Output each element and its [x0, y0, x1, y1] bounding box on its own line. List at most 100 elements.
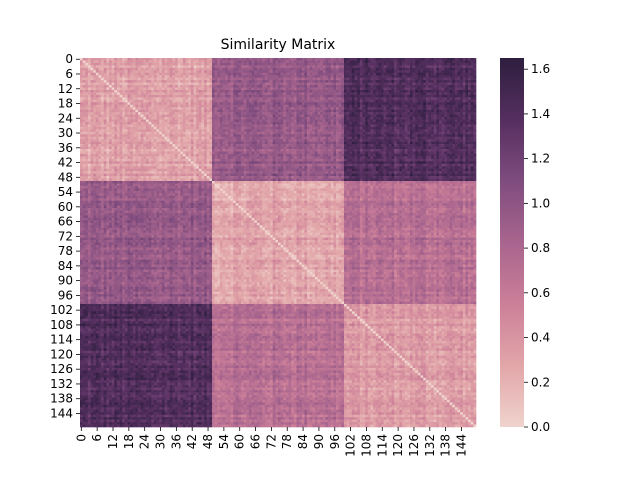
heatmap-cell: [410, 94, 413, 98]
heatmap-cell: [267, 134, 271, 138]
heatmap-cell: [101, 117, 105, 120]
heatmap-cell: [293, 131, 297, 135]
heatmap-cell: [309, 87, 313, 91]
heatmap-cell: [103, 99, 107, 103]
heatmap-cell: [109, 82, 112, 86]
heatmap-cell: [201, 114, 205, 118]
heatmap-cell: [280, 97, 284, 101]
heatmap-cell: [169, 94, 173, 98]
heatmap-cell: [359, 114, 363, 118]
heatmap-cell: [378, 129, 382, 133]
heatmap-cell: [328, 119, 332, 123]
heatmap-cell: [219, 109, 223, 113]
heatmap-cell: [444, 114, 448, 118]
heatmap-cell: [225, 94, 229, 98]
heatmap-cell: [256, 75, 260, 78]
heatmap-cell: [346, 92, 350, 96]
heatmap-cell: [378, 119, 382, 123]
heatmap-cell: [156, 102, 160, 106]
heatmap-cell: [470, 112, 474, 115]
heatmap-cell: [446, 121, 450, 125]
heatmap-cell: [465, 121, 469, 125]
heatmap-cell: [417, 77, 421, 81]
heatmap-cell: [196, 70, 200, 74]
heatmap-cell: [251, 62, 255, 66]
heatmap-cell: [238, 92, 242, 96]
heatmap-cell: [301, 92, 305, 96]
heatmap-cell: [248, 124, 252, 128]
heatmap-cell: [182, 104, 186, 108]
heatmap-cell: [436, 107, 440, 110]
heatmap-cell: [153, 129, 157, 133]
heatmap-cell: [206, 131, 210, 135]
heatmap-cell: [148, 126, 152, 130]
heatmap-cell: [156, 70, 160, 74]
heatmap-cell: [185, 134, 189, 138]
heatmap-cell: [399, 70, 403, 74]
heatmap-cell: [193, 60, 197, 64]
heatmap-cell: [344, 94, 347, 98]
heatmap-cell: [246, 85, 250, 88]
heatmap-cell: [301, 114, 305, 118]
heatmap-cell: [164, 65, 168, 69]
heatmap-cell: [156, 65, 160, 69]
heatmap-cell: [214, 62, 218, 66]
heatmap-cell: [293, 119, 297, 123]
heatmap-cell: [428, 72, 432, 76]
heatmap-cell: [85, 97, 89, 101]
heatmap-cell: [378, 72, 382, 76]
heatmap-cell: [312, 126, 316, 130]
heatmap-cell: [388, 136, 392, 140]
heatmap-cell: [312, 131, 316, 135]
heatmap-cell: [351, 58, 355, 61]
heatmap-cell: [212, 60, 215, 64]
heatmap-cell: [441, 92, 445, 96]
heatmap-cell: [309, 94, 313, 98]
heatmap-cell: [259, 65, 263, 69]
heatmap-cell: [190, 126, 194, 130]
heatmap-cell: [465, 119, 469, 123]
heatmap-cell: [465, 58, 469, 61]
heatmap-cell: [309, 92, 313, 96]
heatmap-cell: [354, 102, 358, 106]
heatmap-cell: [93, 87, 97, 91]
heatmap-cell: [119, 94, 123, 98]
heatmap-cell: [291, 65, 295, 69]
heatmap-cell: [399, 72, 403, 76]
heatmap-cell: [402, 129, 406, 133]
heatmap-cell: [217, 82, 221, 86]
heatmap-cell: [217, 131, 221, 135]
heatmap-cell: [164, 85, 168, 88]
heatmap-cell: [328, 94, 332, 98]
heatmap-cell: [407, 109, 411, 113]
heatmap-cell: [354, 72, 358, 76]
heatmap-cell: [270, 77, 274, 81]
heatmap-cell: [140, 109, 144, 113]
heatmap-cell: [172, 60, 176, 64]
heatmap-cell: [317, 109, 321, 113]
heatmap-cell: [180, 107, 184, 110]
heatmap-cell: [177, 114, 181, 118]
heatmap-cell: [130, 80, 134, 83]
heatmap-cell: [106, 139, 110, 142]
heatmap-cell: [457, 129, 461, 133]
heatmap-cell: [304, 99, 308, 103]
heatmap-cell: [349, 62, 353, 66]
heatmap-cell: [370, 60, 374, 64]
heatmap-cell: [314, 109, 318, 113]
heatmap-cell: [433, 126, 437, 130]
heatmap-cell: [449, 65, 453, 69]
heatmap-cell: [222, 82, 226, 86]
heatmap-cell: [375, 67, 379, 71]
heatmap-cell: [449, 99, 453, 103]
heatmap-cell: [198, 109, 202, 113]
heatmap-cell: [330, 75, 334, 78]
heatmap-cell: [396, 72, 400, 76]
heatmap-cell: [354, 112, 358, 115]
heatmap-cell: [167, 89, 171, 93]
heatmap-cell: [87, 85, 91, 88]
heatmap-cell: [283, 102, 287, 106]
heatmap-cell: [201, 62, 205, 66]
heatmap-cell: [415, 72, 419, 76]
heatmap-cell: [219, 75, 223, 78]
